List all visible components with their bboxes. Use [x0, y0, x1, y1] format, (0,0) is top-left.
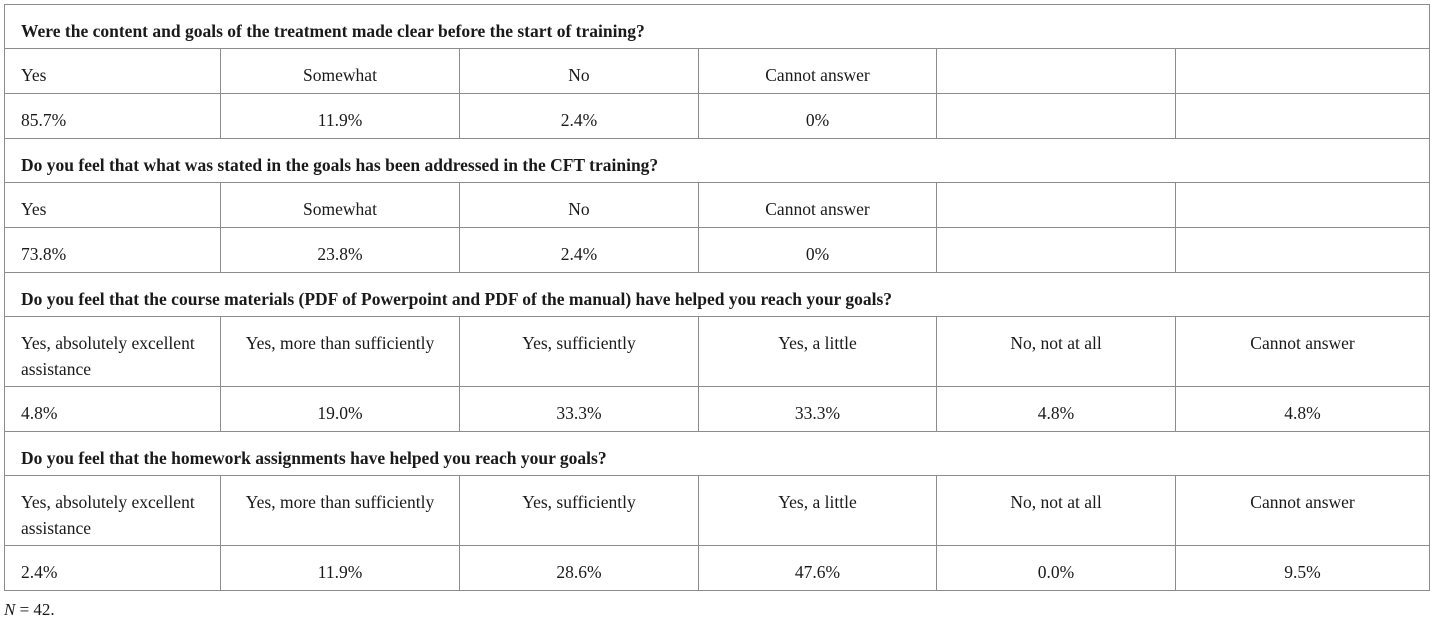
option-label: Yes, more than sufficiently [220, 475, 460, 546]
option-label: Yes [4, 48, 221, 94]
percent-value: 2.4% [459, 93, 699, 139]
option-label [936, 48, 1176, 94]
options-row: Yes, absolutely excellent assistance Yes… [4, 316, 1431, 387]
option-label: No, not at all [936, 316, 1176, 387]
option-label: Cannot answer [1174, 475, 1431, 546]
option-label: Yes, a little [698, 475, 937, 546]
percent-value: 47.6% [698, 545, 937, 591]
option-label: No [459, 182, 699, 228]
question-row: Do you feel that what was stated in the … [3, 138, 1431, 183]
percent-value [1174, 227, 1431, 273]
percent-value: 33.3% [698, 386, 937, 432]
option-label [936, 182, 1176, 228]
percent-value: 11.9% [220, 545, 460, 591]
percent-value: 2.4% [459, 227, 699, 273]
option-label: Yes, absolutely excellent assistance [4, 475, 221, 546]
percent-value: 4.8% [936, 386, 1176, 432]
percent-value: 2.4% [4, 545, 221, 591]
percent-value: 4.8% [1174, 386, 1431, 432]
sample-size-text: = 42. [15, 600, 55, 619]
question-text: Do you feel that the homework assignment… [3, 431, 1431, 476]
option-label: Yes, a little [698, 316, 937, 387]
option-label: Yes, sufficiently [459, 475, 699, 546]
options-row: Yes, absolutely excellent assistance Yes… [4, 475, 1431, 546]
option-label: No, not at all [936, 475, 1176, 546]
option-label: No [459, 48, 699, 94]
options-row: Yes Somewhat No Cannot answer [4, 48, 1431, 94]
option-label: Cannot answer [1174, 316, 1431, 387]
percent-value: 0% [698, 227, 937, 273]
option-label: Yes, absolutely excellent assistance [4, 316, 221, 387]
option-label [1174, 182, 1431, 228]
percent-value: 0.0% [936, 545, 1176, 591]
option-label [1174, 48, 1431, 94]
question-text: Do you feel that what was stated in the … [3, 138, 1431, 183]
option-label: Cannot answer [698, 182, 937, 228]
percent-value: 4.8% [4, 386, 221, 432]
sample-size-symbol: N [4, 600, 16, 619]
survey-table: Were the content and goals of the treatm… [3, 4, 1431, 591]
percent-value: 73.8% [4, 227, 221, 273]
percent-value: 9.5% [1174, 545, 1431, 591]
percent-value [936, 227, 1176, 273]
question-text: Were the content and goals of the treatm… [3, 4, 1431, 49]
option-label: Yes, more than sufficiently [220, 316, 460, 387]
values-row: 85.7% 11.9% 2.4% 0% [4, 93, 1431, 139]
percent-value: 0% [698, 93, 937, 139]
values-row: 73.8% 23.8% 2.4% 0% [4, 227, 1431, 273]
values-row: 2.4% 11.9% 28.6% 47.6% 0.0% 9.5% [4, 545, 1431, 591]
question-row: Do you feel that the course materials (P… [3, 272, 1431, 317]
option-label: Yes, sufficiently [459, 316, 699, 387]
table-footnote: N = 42. [4, 600, 55, 620]
percent-value: 11.9% [220, 93, 460, 139]
percent-value: 33.3% [459, 386, 699, 432]
percent-value: 19.0% [220, 386, 460, 432]
option-label: Cannot answer [698, 48, 937, 94]
options-row: Yes Somewhat No Cannot answer [4, 182, 1431, 228]
percent-value: 85.7% [4, 93, 221, 139]
option-label: Somewhat [220, 48, 460, 94]
percent-value [1174, 93, 1431, 139]
values-row: 4.8% 19.0% 33.3% 33.3% 4.8% 4.8% [4, 386, 1431, 432]
percent-value: 23.8% [220, 227, 460, 273]
question-row: Do you feel that the homework assignment… [3, 431, 1431, 476]
option-label: Somewhat [220, 182, 460, 228]
question-row: Were the content and goals of the treatm… [3, 4, 1431, 49]
option-label: Yes [4, 182, 221, 228]
percent-value [936, 93, 1176, 139]
question-text: Do you feel that the course materials (P… [3, 272, 1431, 317]
percent-value: 28.6% [459, 545, 699, 591]
